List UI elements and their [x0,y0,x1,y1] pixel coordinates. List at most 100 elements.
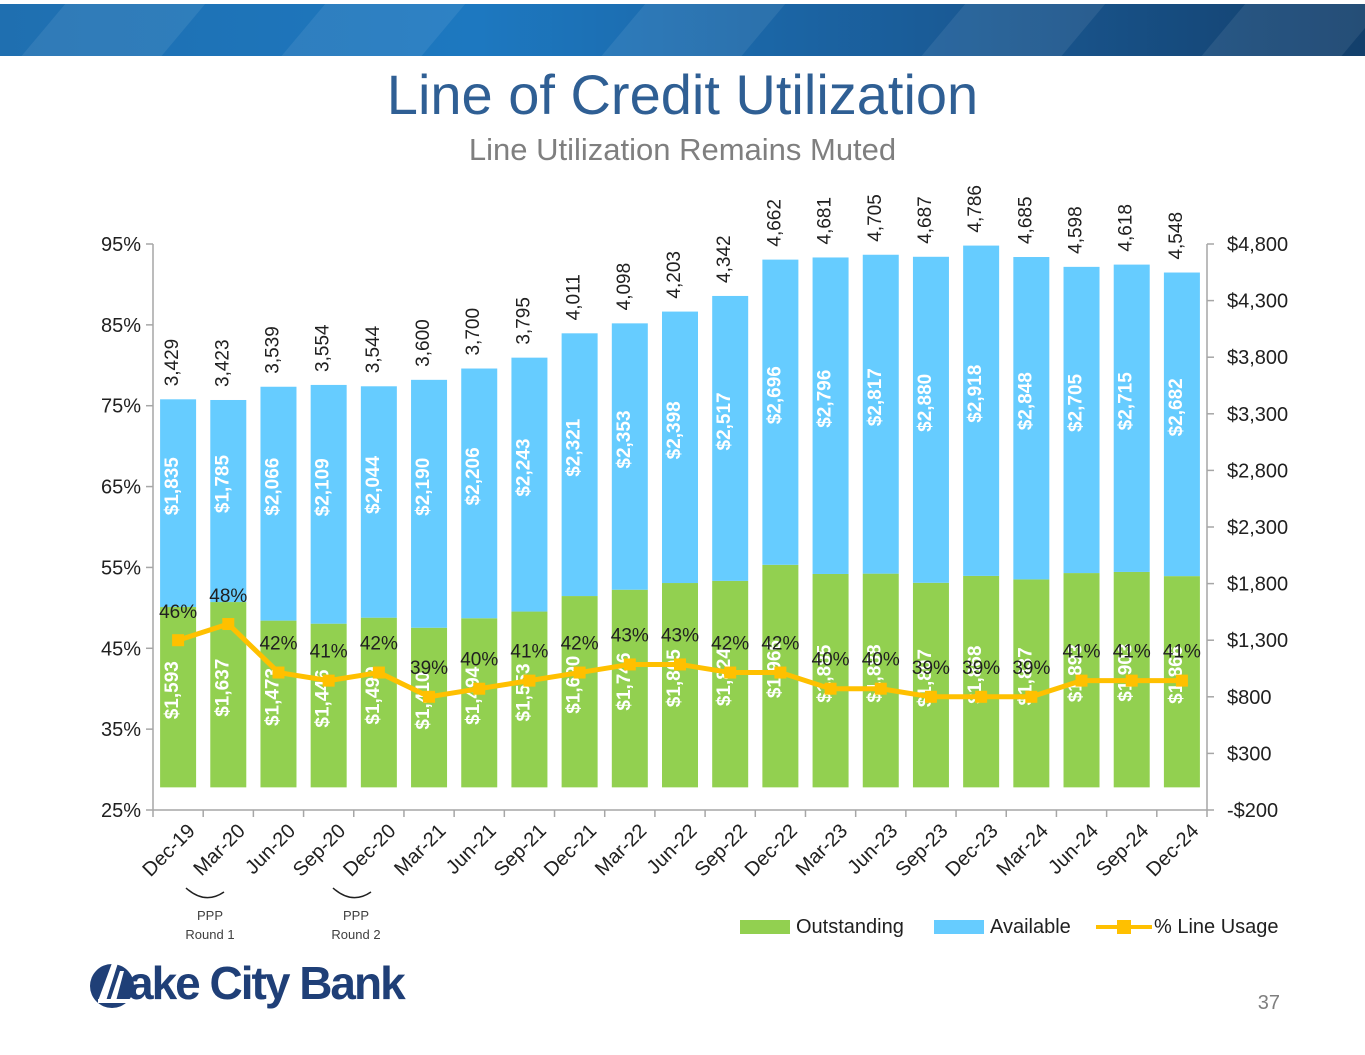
bar-available-label: $2,715 [1116,372,1137,431]
x-axis-category-label: Jun-24 [1044,820,1103,879]
usage-point-label: 40% [862,650,900,671]
usage-point-label: 39% [962,658,1000,679]
usage-point-label: 43% [611,625,649,646]
bar-total-label: 3,795 [513,297,534,345]
usage-point [1125,674,1138,687]
logo-text: ake City Bank [128,957,406,1009]
legend-available-swatch [934,920,984,934]
x-axis-category-label: Sep-22 [691,820,752,881]
usage-point [824,682,837,695]
ppp-round-1-brace [185,887,225,899]
x-axis-category-label: Dec-22 [741,820,802,881]
x-axis-category-label: Mar-23 [792,820,852,880]
bar-available-label: $2,109 [313,458,334,516]
right-axis-tick-label: $4,300 [1227,291,1288,313]
bar-available [1063,266,1100,574]
bar-total-label: 4,203 [664,251,685,299]
x-axis-category-label: Jun-20 [241,820,300,879]
lake-city-bank-logo-icon [90,963,134,1008]
bar-outstanding [360,617,397,788]
legend-available-label: Available [990,915,1071,938]
bar-available [611,323,648,590]
usage-point-label: 39% [410,658,448,679]
usage-point [724,666,737,679]
right-axis-tick-label: $2,800 [1227,460,1288,482]
page-subtitle: Line Utilization Remains Muted [468,132,897,167]
x-axis-category-label: Dec-21 [540,820,601,881]
x-axis-category-label: Jun-21 [442,820,501,879]
bar-available [1163,272,1200,577]
bar-available [160,399,197,608]
usage-point-label: 40% [812,650,850,671]
usage-point-label: 41% [1113,642,1151,663]
bar-total-label: 4,662 [764,199,785,247]
usage-point [1075,674,1088,687]
bar-available-label: $2,705 [1066,373,1087,432]
x-axis-category-label: Jun-23 [843,820,902,879]
bar-outstanding-label: $1,903 [1116,644,1137,702]
bar-total-label: 4,598 [1066,206,1087,254]
usage-point [1025,690,1038,703]
usage-point-label: 42% [259,634,297,655]
bar-outstanding-label: $1,494 [463,666,484,725]
bar-available-label: $2,918 [965,365,986,423]
bar-available [1113,264,1150,572]
usage-point [523,674,536,687]
ppp-round-2-note: PPP Round 2 [331,908,381,942]
usage-point-label: 42% [360,634,398,655]
bar-available [712,295,749,581]
bar-outstanding [511,611,548,788]
legend-usage-label: % Line Usage [1154,915,1279,938]
ppp-round-1-note: PPP Round 1 [185,908,235,942]
right-axis-tick-label: $3,300 [1227,404,1288,426]
bar-outstanding [963,575,1000,788]
bar-available-label: $2,066 [262,458,283,516]
bar-available-label: $2,321 [564,418,585,477]
bar-outstanding [712,580,749,788]
bar-total-label: 3,544 [363,325,384,373]
left-axis-tick-label: 85% [101,315,141,337]
bar-total-label: 4,681 [815,197,836,245]
bar-total-label: 3,423 [212,339,233,387]
usage-point [222,618,235,631]
usage-point [924,690,937,703]
bar-available-label: $2,682 [1166,378,1187,436]
x-axis-category-label: Mar-24 [993,820,1053,880]
bar-available [260,386,297,621]
bar-total-label: 4,618 [1116,204,1137,252]
left-axis-tick-label: 95% [101,234,141,256]
bar-available-label: $2,796 [815,370,836,428]
usage-point-label: 41% [510,642,548,663]
bar-available-label: $2,044 [363,455,384,514]
left-axis-tick-label: 25% [101,800,141,822]
x-axis-category-label: Mar-20 [189,820,249,880]
x-axis-category-label: Mar-21 [390,820,450,880]
x-axis-category-label: Sep-20 [289,820,350,881]
bar-available [862,254,899,574]
bar-available-label: $2,817 [865,368,886,426]
left-axis-tick-label: 45% [101,638,141,660]
usage-point-label: 41% [1063,642,1101,663]
bar-outstanding-label: $1,805 [664,649,685,708]
bar-available [662,311,698,584]
right-axis-tick-label: $3,800 [1227,347,1288,369]
bar-outstanding-label: $1,690 [564,656,585,714]
x-axis-category-label: Sep-21 [490,820,551,881]
x-axis-category-label: Sep-23 [891,820,952,881]
x-axis-category-label: Mar-22 [591,820,651,880]
usage-point-label: 41% [310,642,348,663]
bar-available-label: $2,243 [513,439,534,497]
bar-outstanding-label: $1,473 [262,668,283,726]
usage-point [272,666,285,679]
right-axis-tick-label: -$200 [1227,800,1278,822]
bar-outstanding-label: $1,553 [513,663,534,721]
usage-point [172,634,185,647]
bar-available [1013,257,1050,580]
usage-point [1175,674,1188,687]
left-axis-tick-label: 35% [101,719,141,741]
bar-available-label: $2,696 [764,366,785,424]
bar-available [210,399,247,603]
bar-outstanding [310,623,347,788]
x-axis-category-label: Dec-24 [1142,820,1203,881]
